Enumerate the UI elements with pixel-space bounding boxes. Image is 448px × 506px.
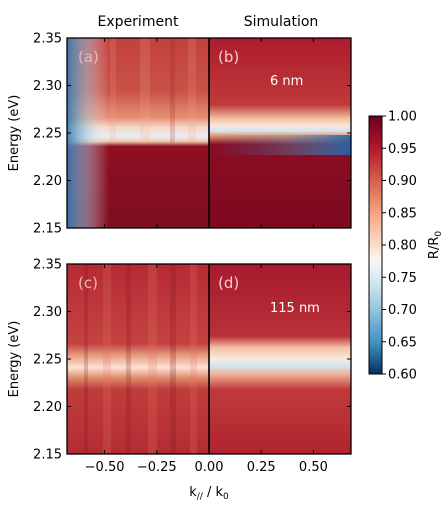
y-tick-label: 2.15 xyxy=(33,448,62,463)
annotation-6nm: 6 nm xyxy=(270,74,303,89)
stripe xyxy=(110,38,116,143)
x-axis-label-main: k xyxy=(189,485,197,500)
colorbar-label-main: R/R xyxy=(427,237,442,259)
x-axis-label-sub2: 0 xyxy=(223,492,229,502)
y-tick-label: 2.15 xyxy=(33,222,62,237)
y-axis-label-bottom: Energy (eV) xyxy=(7,321,22,398)
panel-label-c: (c) xyxy=(78,274,98,292)
stripe xyxy=(103,264,111,454)
x-tick-label: −0.50 xyxy=(85,460,125,475)
y-tick-label: 2.35 xyxy=(33,32,62,47)
y-tick-label: 2.30 xyxy=(33,305,62,320)
y-tick-label: 2.20 xyxy=(33,174,62,189)
x-tick-label: −0.25 xyxy=(137,460,177,475)
stripe xyxy=(126,264,131,454)
panel-c-stripes xyxy=(84,264,197,454)
x-tick-label: 0.50 xyxy=(299,460,328,475)
y-tick-label: 2.25 xyxy=(33,353,62,368)
colorbar-tick-label: 0.90 xyxy=(388,174,417,189)
y-tick-label: 2.20 xyxy=(33,400,62,415)
stripe xyxy=(148,264,157,454)
column-title-experiment: Experiment xyxy=(98,14,179,30)
annotation-115nm: 115 nm xyxy=(270,301,320,316)
panel-a-stripes xyxy=(110,38,196,143)
heatmap-top: (a) (b) 6 nm 2.35 2.30 2.25 2.20 2.15 Energy… xyxy=(7,32,352,237)
panel-b-blue-band xyxy=(209,135,351,155)
colorbar-tick-label: 0.65 xyxy=(388,335,417,350)
heatmap-bottom: (c) (d) 115 nm 2.35 2.30 2.25 2.20 2.15 −0.5… xyxy=(7,38,352,502)
panel-label-a: (a) xyxy=(78,48,99,66)
panel-label-b: (b) xyxy=(218,48,239,66)
panel-c-image xyxy=(67,264,209,454)
colorbar-ticks: 0.60 0.65 0.70 0.75 0.80 0.85 0.90 0.95 1.00 xyxy=(382,110,417,383)
colorbar-tick-label: 0.95 xyxy=(388,142,417,157)
stripe xyxy=(140,38,150,143)
colorbar-tick-label: 1.00 xyxy=(388,110,417,125)
colorbar-tick-label: 0.70 xyxy=(388,303,417,318)
panel-a-blue-edge xyxy=(67,38,127,228)
stripe xyxy=(170,264,176,454)
y-axis-label-top: Energy (eV) xyxy=(7,95,22,172)
x-ticks-bottom: −0.50 −0.25 0.00 0.25 0.50 xyxy=(85,38,328,475)
stripe xyxy=(84,264,88,454)
colorbar-label-sub: 0 xyxy=(434,231,444,237)
y-tick-label: 2.30 xyxy=(33,79,62,94)
x-tick-label: 0.25 xyxy=(247,460,276,475)
stripe xyxy=(188,38,196,143)
x-tick-label: 0.00 xyxy=(195,460,224,475)
y-ticks-bottom: 2.35 2.30 2.25 2.20 2.15 xyxy=(33,258,351,463)
column-title-simulation: Simulation xyxy=(244,14,319,30)
panel-b-image xyxy=(209,38,351,228)
y-ticks-top: 2.35 2.30 2.25 2.20 2.15 xyxy=(33,32,351,237)
x-axis-label: k// / k0 xyxy=(189,485,229,502)
panel-label-d: (d) xyxy=(218,274,239,292)
stripe xyxy=(170,38,175,143)
colorbar-gradient xyxy=(368,115,383,375)
y-tick-label: 2.25 xyxy=(33,127,62,142)
stripe xyxy=(190,264,197,454)
x-axis-label-sub: // xyxy=(197,492,204,502)
colorbar: 0.60 0.65 0.70 0.75 0.80 0.85 0.90 0.95 1.00 R/R… xyxy=(368,110,444,383)
colorbar-tick-label: 0.85 xyxy=(388,206,417,221)
y-tick-label: 2.35 xyxy=(33,258,62,273)
x-axis-label-mid: / k xyxy=(203,485,224,500)
colorbar-tick-label: 0.75 xyxy=(388,271,417,286)
colorbar-tick-label: 0.80 xyxy=(388,239,417,254)
panel-d-image xyxy=(209,264,351,454)
colorbar-label: R/R0 xyxy=(427,231,444,259)
colorbar-tick-label: 0.60 xyxy=(388,368,417,383)
